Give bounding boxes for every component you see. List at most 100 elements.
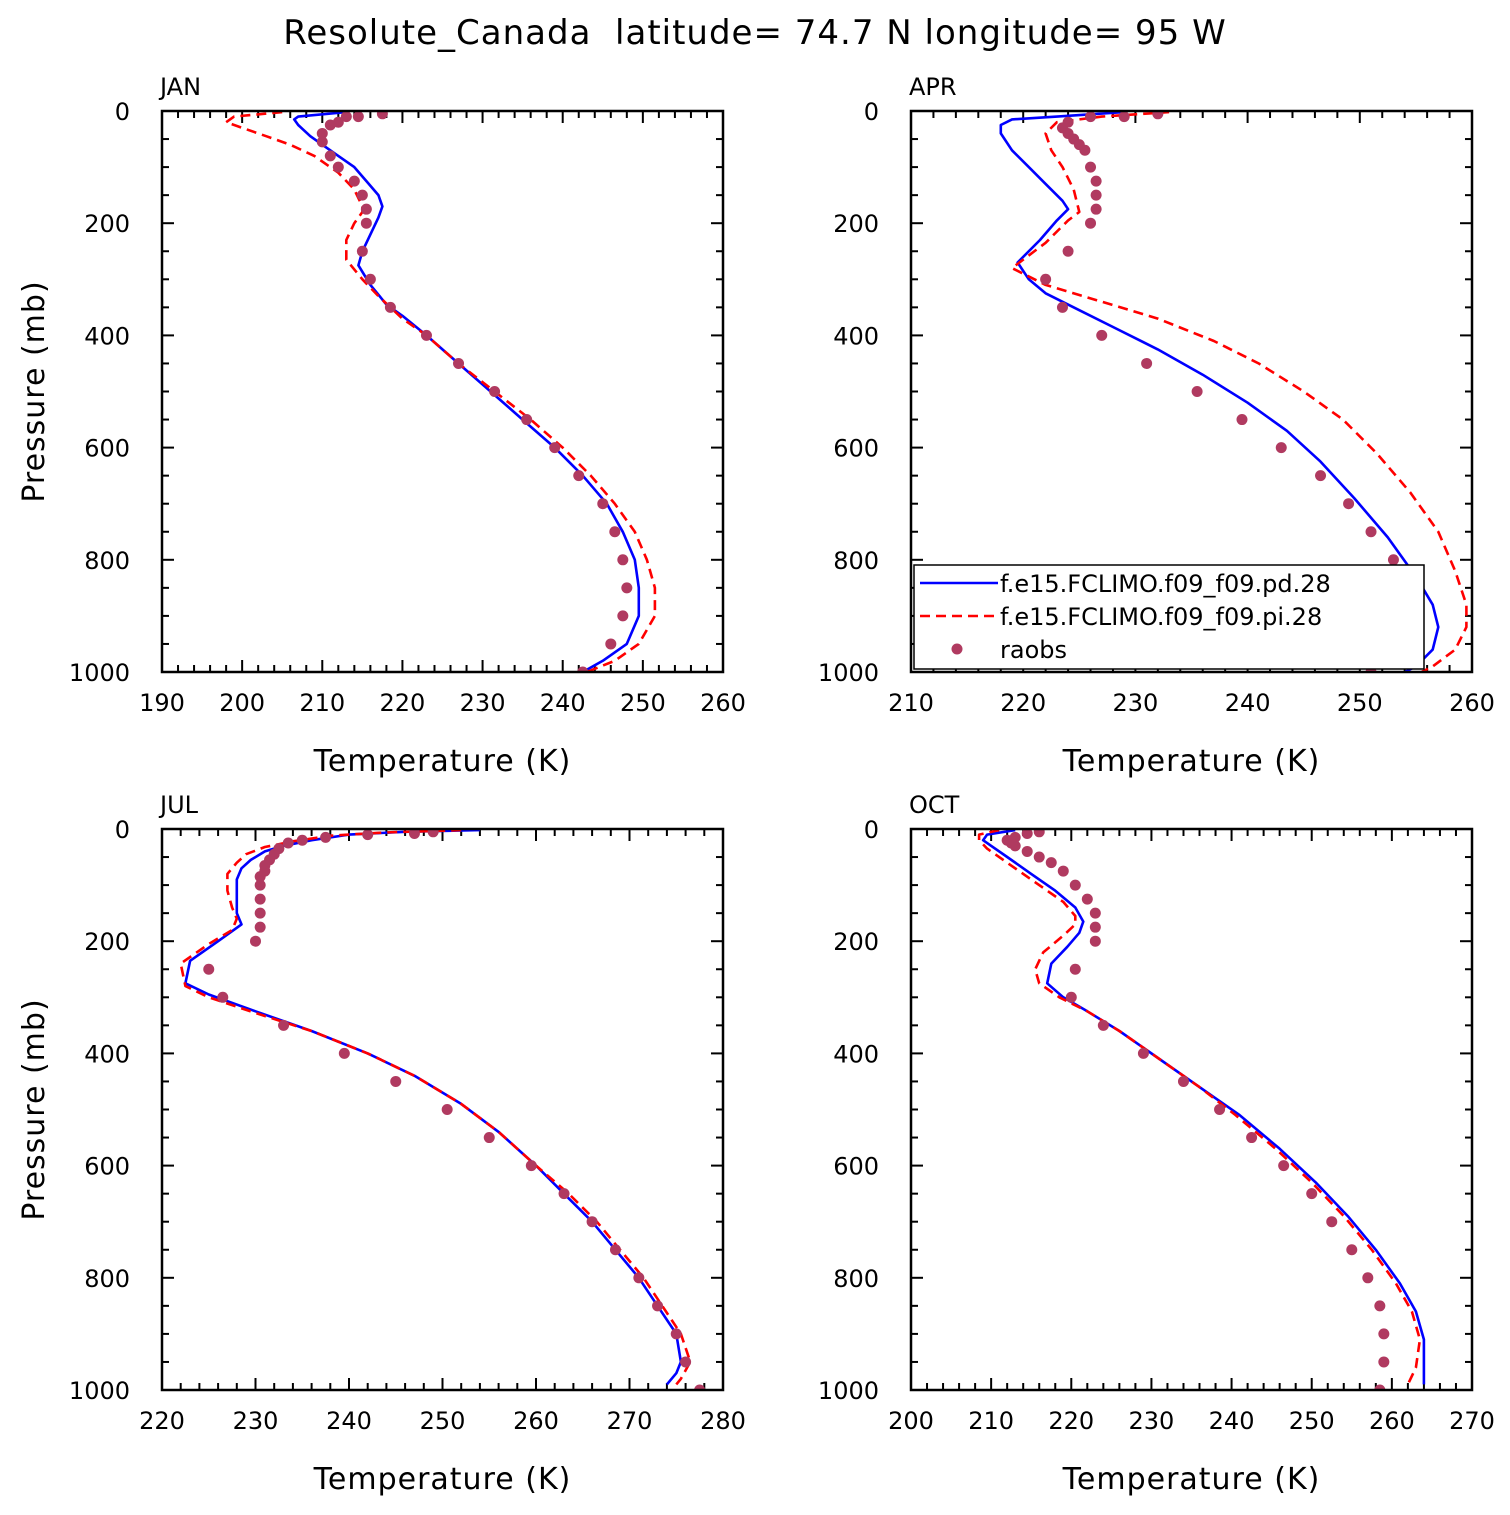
raobs-point — [203, 963, 215, 975]
x-tick-label: 260 — [1449, 689, 1495, 717]
raobs-point — [577, 666, 589, 672]
raobs-point — [1236, 414, 1248, 426]
legend-marker — [951, 643, 963, 655]
raobs-point — [1085, 161, 1097, 173]
raobs-point — [1089, 907, 1101, 919]
raobs-point — [376, 111, 388, 120]
plot-frame — [909, 109, 1474, 674]
x-tick-label: 230 — [1129, 1407, 1175, 1435]
y-tick-label: 1000 — [69, 659, 130, 687]
raobs-point — [1191, 386, 1203, 397]
x-tick-label: 220 — [1048, 1407, 1094, 1435]
x-tick-label: 230 — [460, 689, 506, 717]
x-tick-label: 220 — [380, 689, 426, 717]
raobs-point — [340, 111, 352, 123]
panel-label: OCT — [909, 791, 960, 819]
raobs-point — [1246, 1132, 1258, 1144]
y-tick-label: 600 — [84, 1153, 130, 1181]
plot-frame — [160, 109, 725, 674]
raobs-point — [652, 1300, 664, 1312]
y-tick-label: 200 — [84, 210, 130, 238]
y-tick-label: 800 — [84, 1265, 130, 1293]
raobs-point — [1378, 1356, 1390, 1368]
raobs-point — [694, 1384, 706, 1390]
raobs-point — [453, 357, 465, 369]
raobs-point — [420, 329, 432, 341]
raobs-point — [1065, 991, 1077, 1003]
y-tick-label: 400 — [833, 1040, 879, 1068]
raobs-point — [1079, 144, 1091, 156]
raobs-point — [352, 111, 364, 123]
x-tick-label: 210 — [968, 1407, 1014, 1435]
pi-series-line — [1010, 111, 1468, 672]
raobs-point — [670, 1328, 682, 1340]
y-tick-label: 800 — [833, 547, 879, 575]
raobs-point — [316, 136, 328, 148]
raobs-point — [617, 610, 629, 622]
raobs-point — [680, 1356, 692, 1368]
raobs-point — [1152, 111, 1164, 120]
x-tick-label: 250 — [1289, 1407, 1335, 1435]
panel-label: JAN — [158, 73, 201, 101]
raobs-point — [427, 829, 439, 838]
panel-jul: JUL 220 230 240 250 260 270 280 0 200 400 600 800 100… — [17, 791, 746, 1497]
raobs-point — [254, 871, 266, 883]
x-tick-label: 240 — [326, 1407, 372, 1435]
raobs-point — [1009, 840, 1021, 852]
raobs-point — [316, 127, 328, 139]
raobs-point — [1090, 175, 1102, 187]
x-tick-label: 230 — [1112, 689, 1158, 717]
x-axis-label: Temperature (K) — [1062, 1462, 1321, 1497]
y-tick-label: 800 — [833, 1265, 879, 1293]
raobs-point — [586, 1216, 598, 1228]
pi-series-line — [977, 829, 1422, 1385]
plot-frame — [909, 827, 1474, 1392]
raobs-point — [1081, 893, 1093, 905]
y-tick-label: 0 — [864, 816, 879, 844]
x-tick-label: 260 — [1369, 1407, 1415, 1435]
raobs-point — [360, 203, 372, 215]
raobs-point — [1033, 851, 1045, 863]
raobs-point — [633, 1272, 645, 1284]
y-tick-label: 0 — [115, 816, 130, 844]
x-tick-label: 260 — [513, 1407, 559, 1435]
raobs-point — [441, 1104, 453, 1115]
raobs-point — [324, 150, 336, 162]
legend-label: f.e15.FCLIMO.f09_f09.pd.28 — [1000, 570, 1331, 598]
raobs-point — [621, 582, 633, 594]
y-tick-label: 400 — [84, 1040, 130, 1068]
raobs-point — [573, 470, 585, 482]
y-tick-label: 0 — [115, 98, 130, 126]
raobs-point — [364, 273, 376, 285]
raobs-point — [1374, 1384, 1386, 1390]
x-tick-label: 220 — [1000, 689, 1046, 717]
raobs-point — [1033, 829, 1045, 838]
raobs-point — [1021, 845, 1033, 857]
raobs-point — [597, 498, 609, 510]
raobs-point — [1085, 217, 1097, 229]
raobs-point — [282, 837, 294, 849]
y-tick-label: 600 — [833, 435, 879, 463]
raobs-point — [278, 1019, 290, 1031]
raobs-point — [1365, 526, 1377, 538]
raobs-point — [254, 921, 266, 933]
y-tick-label: 600 — [833, 1153, 879, 1181]
y-axis-label: Pressure (mb) — [17, 280, 52, 502]
raobs-point — [1085, 111, 1097, 123]
panel-label: JUL — [158, 791, 199, 819]
panel-jan: JAN 190 200 210 220 230 240 250 260 0 200 400 600 800… — [17, 73, 746, 779]
x-tick-label: 200 — [219, 689, 265, 717]
x-tick-label: 250 — [620, 689, 666, 717]
raobs-point — [525, 1160, 537, 1172]
raobs-point — [1278, 1160, 1290, 1172]
raobs-point — [1177, 1075, 1189, 1087]
raobs-point — [338, 1047, 350, 1059]
raobs-point — [360, 217, 372, 229]
raobs-point — [254, 907, 266, 919]
x-tick-label: 250 — [420, 1407, 466, 1435]
raobs-point — [320, 831, 332, 843]
raobs-point — [1141, 357, 1153, 369]
raobs-point — [250, 935, 261, 947]
